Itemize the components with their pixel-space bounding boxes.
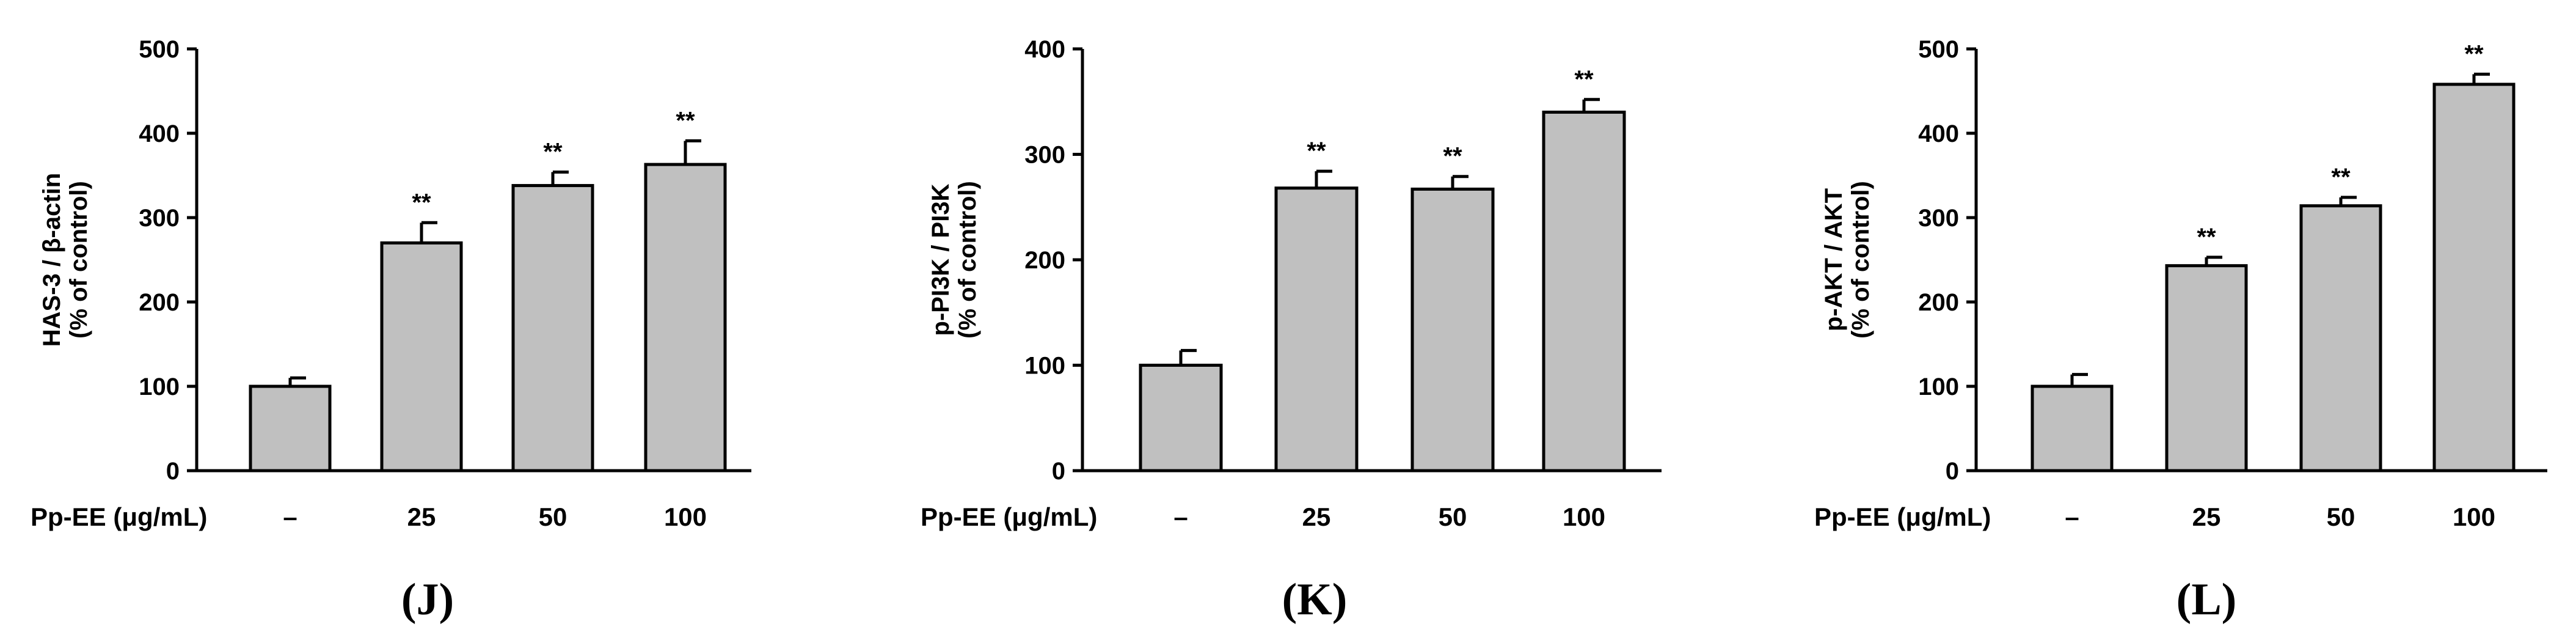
bar <box>644 163 727 473</box>
x-category-label: 50 <box>539 502 567 531</box>
bar <box>249 384 332 473</box>
y-tick-label: 400 <box>1918 120 1959 147</box>
bar <box>2031 384 2114 473</box>
y-axis-title: (% of control) <box>1847 181 1874 339</box>
x-category-label: 100 <box>2453 502 2495 531</box>
bar <box>2432 83 2516 473</box>
y-tick-label: 100 <box>139 373 180 400</box>
y-tick-label: 400 <box>139 120 180 147</box>
significance-label: ** <box>1574 66 1594 93</box>
x-category-label: – <box>2065 502 2079 531</box>
panel-label: (K) <box>1282 575 1348 625</box>
y-axis-title: (% of control) <box>954 181 981 339</box>
bar <box>1139 364 1223 473</box>
x-category-label: 100 <box>664 502 707 531</box>
x-category-label: – <box>283 502 297 531</box>
x-axis-title: Pp-EE (μg/mL) <box>31 502 207 531</box>
y-tick-label: 300 <box>139 205 180 232</box>
y-axis-title: (% of control) <box>65 181 92 339</box>
y-tick-label: 300 <box>1918 205 1959 232</box>
bar <box>2165 264 2248 473</box>
significance-label: ** <box>2331 164 2351 191</box>
bar <box>511 184 594 473</box>
y-tick-label: 200 <box>1918 289 1959 316</box>
significance-label: ** <box>1443 143 1462 170</box>
significance-label: ** <box>2464 40 2484 67</box>
bar <box>2299 204 2382 473</box>
y-axis-title: p-AKT / AKT <box>1820 188 1847 331</box>
x-axis-title: Pp-EE (μg/mL) <box>921 502 1097 531</box>
x-category-label: – <box>1173 502 1188 531</box>
y-tick-label: 400 <box>1024 36 1065 63</box>
x-category-label: 25 <box>2192 502 2221 531</box>
y-axis-title: HAS-3 / β-actin <box>38 173 65 347</box>
bar <box>1410 187 1495 473</box>
significance-label: ** <box>412 189 431 216</box>
significance-label: ** <box>543 138 563 165</box>
y-tick-label: 100 <box>1918 373 1959 400</box>
y-tick-label: 500 <box>1918 36 1959 63</box>
panel-label: (J) <box>401 575 454 625</box>
y-tick-label: 0 <box>1052 458 1065 485</box>
y-axis-title: p-PI3K / PI3K <box>927 183 954 336</box>
significance-label: ** <box>2197 224 2216 251</box>
significance-label: ** <box>1307 138 1326 164</box>
bar <box>1274 186 1359 473</box>
x-category-label: 25 <box>407 502 436 531</box>
y-tick-label: 300 <box>1024 142 1065 169</box>
x-category-label: 25 <box>1302 502 1331 531</box>
y-tick-label: 200 <box>1024 247 1065 274</box>
significance-label: ** <box>676 107 695 134</box>
x-category-label: 50 <box>1439 502 1467 531</box>
y-tick-label: 0 <box>166 458 180 485</box>
panel-label: (L) <box>2176 575 2237 625</box>
x-category-label: 50 <box>2327 502 2355 531</box>
x-axis-title: Pp-EE (μg/mL) <box>1814 502 1991 531</box>
bar <box>1542 111 1626 473</box>
y-tick-label: 200 <box>139 289 180 316</box>
bar <box>380 241 463 473</box>
y-tick-label: 500 <box>139 36 180 63</box>
x-category-label: 100 <box>1563 502 1605 531</box>
y-tick-label: 100 <box>1024 353 1065 380</box>
y-tick-label: 0 <box>1946 458 1959 485</box>
